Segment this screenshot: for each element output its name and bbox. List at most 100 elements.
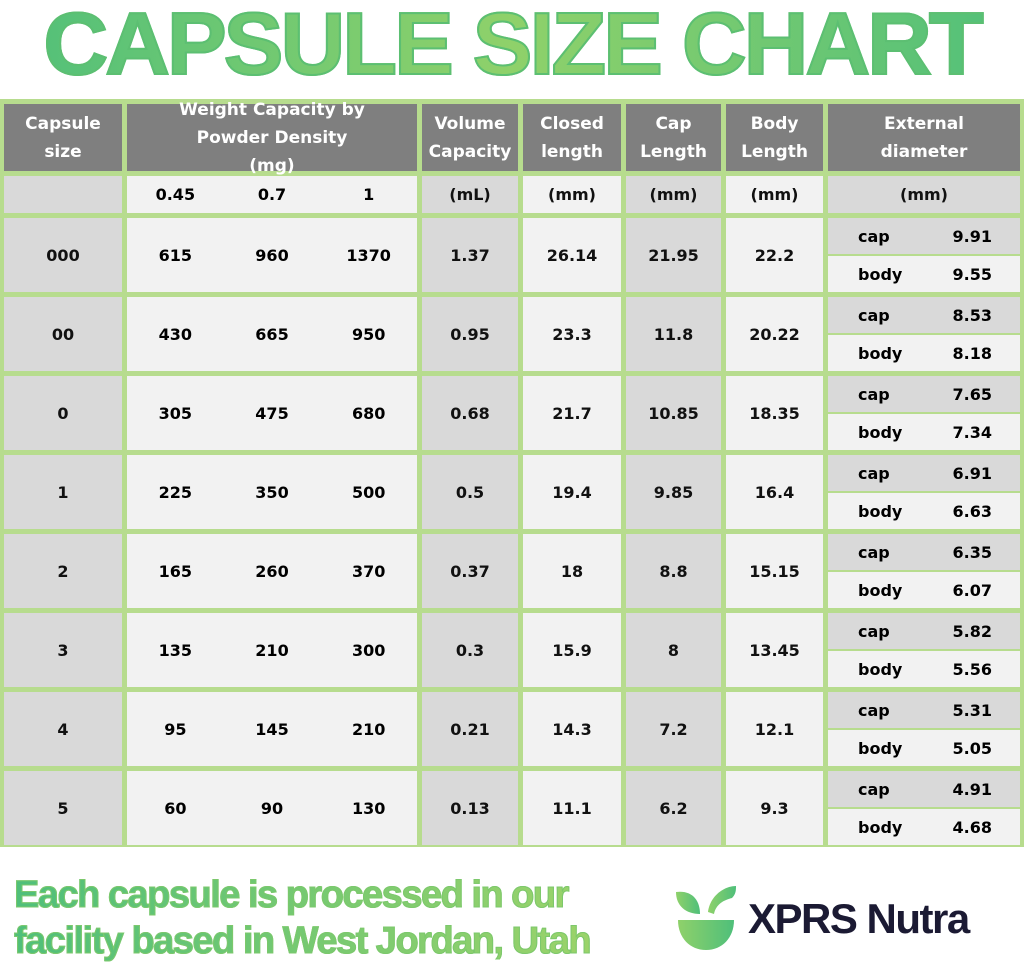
ext-cap-row: cap 6.91 bbox=[828, 455, 1020, 491]
cell-weight-1: 260 bbox=[255, 561, 289, 581]
cell-volume: 1.37 bbox=[422, 218, 518, 292]
ext-cap-label: cap bbox=[858, 542, 890, 562]
ext-cap-row: cap 5.82 bbox=[828, 613, 1020, 649]
capsule-size-table: Capsule size Weight Capacity by Powder D… bbox=[0, 99, 1024, 847]
cell-capsule-size: 3 bbox=[4, 613, 122, 687]
cell-volume: 0.13 bbox=[422, 771, 518, 845]
cell-capsule-size: 00 bbox=[4, 297, 122, 371]
ext-body-row: body 8.18 bbox=[828, 335, 1020, 371]
ext-cap-row: cap 4.91 bbox=[828, 771, 1020, 807]
cell-weight-1: 475 bbox=[255, 403, 289, 423]
cell-weight-2: 500 bbox=[351, 482, 386, 502]
cell-capsule-size: 0 bbox=[4, 376, 122, 450]
cell-weight-2: 950 bbox=[351, 324, 386, 344]
ext-body-label: body bbox=[858, 738, 903, 758]
ext-cap-row: cap 7.65 bbox=[828, 376, 1020, 412]
ext-body-value: 7.34 bbox=[952, 422, 992, 442]
ext-cap-label: cap bbox=[858, 384, 890, 404]
cell-weight-0: 305 bbox=[158, 403, 193, 423]
unit-capsule-size bbox=[4, 176, 122, 213]
cell-weight-1: 665 bbox=[255, 324, 289, 344]
ext-cap-value: 5.82 bbox=[952, 621, 992, 641]
cell-weight-0: 95 bbox=[164, 719, 187, 739]
cell-closed-length: 11.1 bbox=[523, 771, 621, 845]
unit-closed: (mm) bbox=[523, 176, 621, 213]
ext-body-label: body bbox=[858, 501, 903, 521]
cell-cap-length: 8.8 bbox=[626, 534, 721, 608]
ext-cap-row: cap 5.31 bbox=[828, 692, 1020, 728]
unit-volume: (mL) bbox=[422, 176, 518, 213]
header-cap-length: Cap Length bbox=[626, 104, 721, 171]
header-volume-capacity: Volume Capacity bbox=[422, 104, 518, 171]
cell-weight-capacity: 95 145 210 bbox=[127, 692, 417, 766]
cell-weight-0: 225 bbox=[158, 482, 193, 502]
density-1: 1 bbox=[363, 185, 375, 204]
cell-volume: 0.3 bbox=[422, 613, 518, 687]
page-title: CAPSULE SIZE CHART bbox=[0, 0, 1024, 93]
cell-body-length: 22.2 bbox=[726, 218, 823, 292]
cell-closed-length: 21.7 bbox=[523, 376, 621, 450]
footer-text: Each capsule is processed in our facilit… bbox=[13, 872, 592, 964]
cell-body-length: 15.15 bbox=[726, 534, 823, 608]
cell-body-length: 12.1 bbox=[726, 692, 823, 766]
ext-body-row: body 9.55 bbox=[828, 256, 1020, 292]
ext-body-value: 6.07 bbox=[952, 580, 992, 600]
ext-body-row: body 6.07 bbox=[828, 572, 1020, 608]
header-weight-capacity: Weight Capacity by Powder Density (mg) bbox=[127, 100, 417, 176]
ext-cap-value: 7.65 bbox=[952, 384, 992, 404]
header-closed-length: Closed length bbox=[523, 104, 621, 171]
cell-capsule-size: 4 bbox=[4, 692, 122, 766]
cell-external-diameter: cap 8.53 body 8.18 bbox=[828, 297, 1020, 371]
footer-line-1: Each capsule is processed in our bbox=[13, 874, 569, 917]
ext-cap-label: cap bbox=[858, 779, 890, 799]
ext-body-row: body 5.05 bbox=[828, 730, 1020, 766]
ext-body-value: 5.56 bbox=[952, 659, 992, 679]
unit-cap: (mm) bbox=[626, 176, 721, 213]
cell-weight-1: 145 bbox=[255, 719, 289, 739]
cell-external-diameter: cap 6.91 body 6.63 bbox=[828, 455, 1020, 529]
cell-external-diameter: cap 7.65 body 7.34 bbox=[828, 376, 1020, 450]
density-045: 0.45 bbox=[155, 185, 196, 204]
ext-cap-value: 6.35 bbox=[952, 542, 992, 562]
cell-weight-capacity: 225 350 500 bbox=[127, 455, 417, 529]
cell-capsule-size: 2 bbox=[4, 534, 122, 608]
cell-body-length: 13.45 bbox=[726, 613, 823, 687]
ext-cap-value: 6.91 bbox=[952, 463, 992, 483]
cell-body-length: 9.3 bbox=[726, 771, 823, 845]
cell-cap-length: 10.85 bbox=[626, 376, 721, 450]
footer-line-2: facility based in West Jordan, Utah bbox=[13, 920, 592, 963]
ext-cap-value: 5.31 bbox=[952, 700, 992, 720]
cell-weight-0: 135 bbox=[158, 640, 193, 660]
cell-external-diameter: cap 5.31 body 5.05 bbox=[828, 692, 1020, 766]
cell-closed-length: 23.3 bbox=[523, 297, 621, 371]
cell-cap-length: 6.2 bbox=[626, 771, 721, 845]
cell-weight-capacity: 60 90 130 bbox=[127, 771, 417, 845]
cell-weight-1: 210 bbox=[255, 640, 289, 660]
cell-external-diameter: cap 5.82 body 5.56 bbox=[828, 613, 1020, 687]
ext-body-row: body 5.56 bbox=[828, 651, 1020, 687]
cell-weight-capacity: 305 475 680 bbox=[127, 376, 417, 450]
cell-volume: 0.37 bbox=[422, 534, 518, 608]
ext-cap-row: cap 8.53 bbox=[828, 297, 1020, 333]
cell-volume: 0.68 bbox=[422, 376, 518, 450]
ext-cap-label: cap bbox=[858, 621, 890, 641]
cell-closed-length: 19.4 bbox=[523, 455, 621, 529]
cell-weight-1: 960 bbox=[255, 245, 289, 265]
cell-weight-2: 1370 bbox=[346, 245, 391, 265]
cell-cap-length: 9.85 bbox=[626, 455, 721, 529]
ext-body-row: body 4.68 bbox=[828, 809, 1020, 845]
cell-external-diameter: cap 6.35 body 6.07 bbox=[828, 534, 1020, 608]
cell-external-diameter: cap 4.91 body 4.68 bbox=[828, 771, 1020, 845]
ext-cap-row: cap 6.35 bbox=[828, 534, 1020, 570]
cell-body-length: 20.22 bbox=[726, 297, 823, 371]
ext-body-value: 5.05 bbox=[952, 738, 992, 758]
cell-weight-capacity: 430 665 950 bbox=[127, 297, 417, 371]
cell-weight-0: 615 bbox=[158, 245, 193, 265]
ext-cap-label: cap bbox=[858, 226, 890, 246]
unit-ext: (mm) bbox=[828, 176, 1020, 213]
header-body-length: Body Length bbox=[726, 104, 823, 171]
header-capsule-size: Capsule size bbox=[4, 104, 122, 171]
ext-body-label: body bbox=[858, 580, 903, 600]
cell-weight-capacity: 165 260 370 bbox=[127, 534, 417, 608]
cell-weight-2: 210 bbox=[351, 719, 386, 739]
